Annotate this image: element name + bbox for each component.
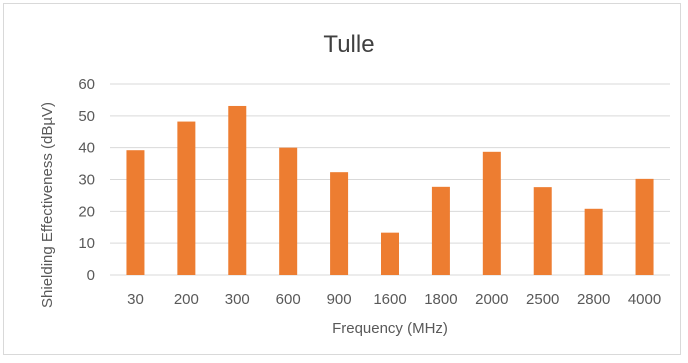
bar-1800 bbox=[431, 186, 450, 275]
bar-2500 bbox=[533, 187, 552, 275]
x-tick-label: 2800 bbox=[577, 291, 610, 308]
bars bbox=[126, 105, 654, 276]
bar-600 bbox=[279, 147, 298, 275]
x-tick-label: 900 bbox=[327, 291, 352, 308]
y-tick-label: 0 bbox=[87, 267, 95, 284]
bar-900 bbox=[330, 172, 349, 275]
y-axis-ticks: 0 10 20 30 40 50 60 bbox=[78, 76, 95, 284]
x-axis-ticks: 30 200 300 600 900 1600 1800 2000 2500 2800 4000 bbox=[127, 291, 661, 308]
x-tick-label: 600 bbox=[276, 291, 301, 308]
bar-30 bbox=[126, 150, 145, 275]
bar-2800 bbox=[584, 208, 603, 275]
bar-2000 bbox=[482, 151, 501, 275]
y-axis-title: Shielding Effectiveness (dBµV) bbox=[39, 102, 56, 308]
x-tick-label: 4000 bbox=[628, 291, 661, 308]
y-tick-label: 20 bbox=[78, 203, 95, 220]
bar-4000 bbox=[635, 178, 654, 275]
y-tick-label: 40 bbox=[78, 140, 95, 157]
y-tick-label: 60 bbox=[78, 76, 95, 93]
gridlines bbox=[110, 83, 670, 276]
bar-1600 bbox=[381, 232, 399, 275]
x-tick-label: 300 bbox=[225, 291, 250, 308]
bar-200 bbox=[177, 121, 196, 276]
x-tick-label: 30 bbox=[127, 291, 144, 308]
x-tick-label: 2000 bbox=[475, 291, 508, 308]
x-tick-label: 2500 bbox=[526, 291, 559, 308]
x-tick-label: 200 bbox=[174, 291, 199, 308]
x-axis-title: Frequency (MHz) bbox=[332, 320, 448, 337]
x-tick-label: 1800 bbox=[424, 291, 457, 308]
x-tick-label: 1600 bbox=[373, 291, 406, 308]
chart-title: Tulle bbox=[323, 31, 374, 58]
y-tick-label: 10 bbox=[78, 235, 95, 252]
y-tick-label: 50 bbox=[78, 108, 95, 125]
bar-300 bbox=[228, 105, 247, 275]
y-tick-label: 30 bbox=[78, 172, 95, 189]
